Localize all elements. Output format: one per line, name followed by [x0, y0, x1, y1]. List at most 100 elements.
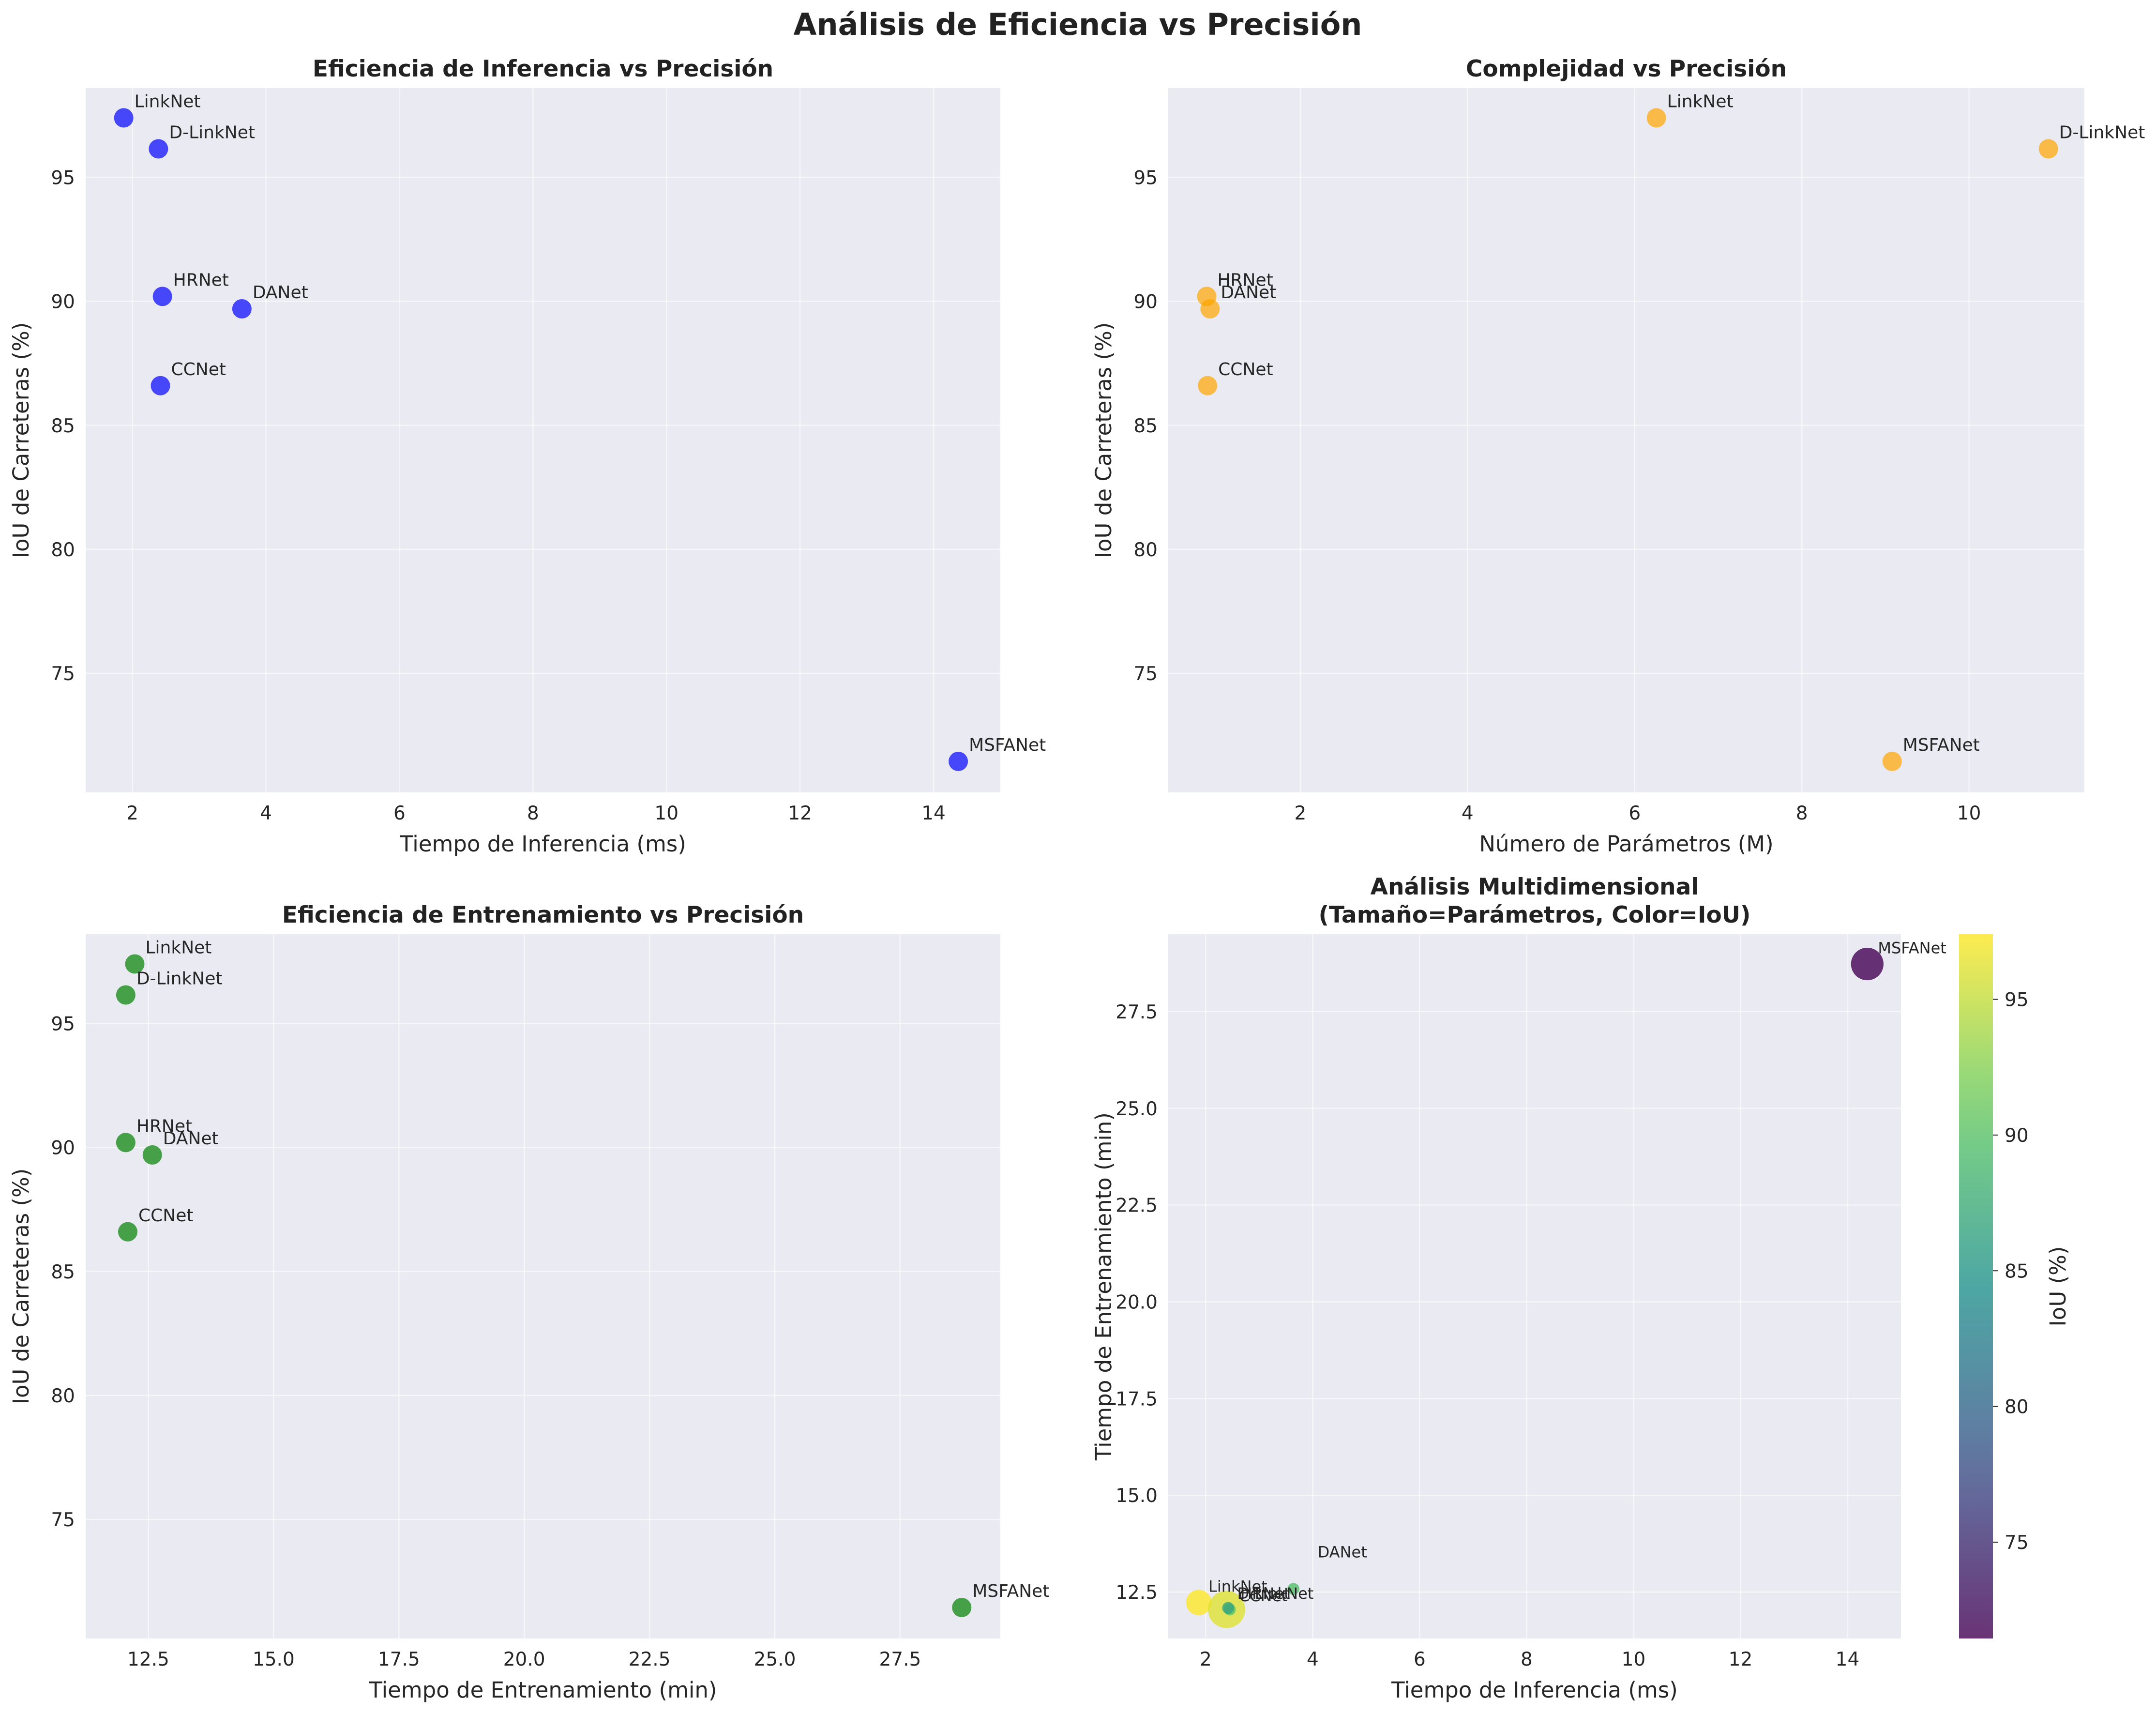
panel-2: 2 4 6 8 10 75 80 85 90 95 Número de Parámetros (M)…	[1091, 56, 2145, 857]
point-label: D-LinkNet	[1237, 1584, 1313, 1603]
y-tick-label: 85	[1133, 415, 1158, 437]
colorbar-tick-label: 90	[2005, 1125, 2029, 1147]
data-point	[2038, 139, 2058, 159]
data-point	[1646, 108, 1666, 128]
panel-background	[86, 934, 1000, 1638]
data-point	[152, 287, 172, 306]
x-tick-label: 20.0	[503, 1649, 545, 1670]
x-tick-label: 2	[126, 803, 138, 824]
panel-title: Análisis Multidimensional	[1371, 874, 1699, 900]
point-label: CCNet	[1218, 360, 1273, 379]
y-axis-label: IoU de Carreteras (%)	[8, 1168, 34, 1405]
panel-title: Eficiencia de Entrenamiento vs Precisión	[282, 902, 804, 928]
y-tick-label: 25.0	[1116, 1098, 1158, 1120]
data-point	[118, 1222, 137, 1242]
x-tick-label: 10	[654, 803, 678, 824]
y-axis-label: Tiempo de Entrenamiento (min)	[1091, 1112, 1116, 1461]
panel-3: 12.5 15.0 17.5 20.0 22.5 25.0 27.5 75 80 85 90 95 Ti…	[8, 902, 1049, 1703]
point-label: CCNet	[171, 360, 226, 379]
y-tick-label: 85	[51, 1261, 75, 1283]
point-label: D-LinkNet	[136, 969, 223, 989]
point-label: CCNet	[1239, 1587, 1288, 1605]
x-axis-label: Número de Parámetros (M)	[1479, 831, 1773, 857]
x-tick-label: 10	[1957, 803, 1981, 824]
point-label: LinkNet	[1208, 1577, 1267, 1596]
data-point	[149, 139, 168, 159]
x-tick-label: 25.0	[754, 1649, 796, 1670]
data-point	[142, 1145, 162, 1165]
point-label: HRNet	[136, 1116, 192, 1136]
x-tick-label: 2	[1200, 1649, 1212, 1670]
x-axis-label: Tiempo de Entrenamiento (min)	[369, 1677, 717, 1703]
panel-title: Complejidad vs Precisión	[1466, 56, 1787, 82]
point-label: HRNet	[173, 270, 229, 290]
point-label: DANet	[253, 283, 308, 303]
x-axis-label: Tiempo de Inferencia (ms)	[1391, 1677, 1678, 1703]
y-tick-label: 75	[51, 663, 75, 685]
x-tick-label: 4	[1462, 803, 1474, 824]
panel-background	[86, 88, 1000, 792]
x-tick-label: 6	[1414, 1649, 1426, 1670]
data-point	[1882, 751, 1902, 771]
point-label: LinkNet	[1667, 91, 1734, 111]
x-tick-label: 6	[393, 803, 406, 824]
panel-4: 2 4 6 8 10 12 14 12.5 15.0 17.5 20.0 22.5 25.0 27.5 Ti…	[1091, 874, 2071, 1703]
x-tick-label: 22.5	[629, 1649, 671, 1670]
y-tick-label: 75	[51, 1509, 75, 1531]
y-axis-label: IoU de Carreteras (%)	[1091, 322, 1116, 559]
point-label: D-LinkNet	[2059, 123, 2145, 143]
y-axis-label: IoU de Carreteras (%)	[8, 322, 34, 559]
panel-1: 2 4 6 8 10 12 14 75 80 85 90 95 Tiempo de Inferencia…	[8, 56, 1046, 857]
x-tick-label: 4	[1307, 1649, 1319, 1670]
panel-background	[1168, 88, 2084, 792]
y-tick-label: 95	[1133, 167, 1158, 189]
x-tick-label: 14	[921, 803, 946, 824]
data-point	[114, 108, 134, 128]
point-label: DANet	[1318, 1543, 1367, 1562]
y-tick-label: 90	[1133, 291, 1158, 313]
colorbar-tick-label: 85	[2005, 1260, 2029, 1282]
y-tick-label: 80	[51, 539, 75, 561]
point-label: MSFANet	[969, 735, 1046, 755]
data-point	[1222, 1602, 1235, 1614]
x-tick-label: 17.5	[378, 1649, 420, 1670]
point-label: CCNet	[138, 1206, 193, 1226]
y-tick-label: 75	[1133, 663, 1158, 685]
y-tick-label: 17.5	[1116, 1388, 1158, 1410]
panel-background	[1168, 934, 1901, 1638]
data-point	[1200, 299, 1220, 319]
y-tick-label: 12.5	[1116, 1582, 1158, 1604]
colorbar-tick-label: 95	[2005, 989, 2029, 1011]
point-label: DANet	[1221, 283, 1276, 303]
y-tick-label: 95	[51, 167, 75, 189]
x-tick-label: 27.5	[879, 1649, 921, 1670]
point-label: LinkNet	[135, 91, 201, 111]
x-tick-label: 12.5	[127, 1649, 169, 1670]
data-point	[125, 954, 145, 974]
colorbar-label: IoU (%)	[2045, 1246, 2071, 1327]
y-tick-label: 80	[1133, 539, 1158, 561]
y-tick-label: 22.5	[1116, 1195, 1158, 1217]
y-tick-label: 95	[51, 1013, 75, 1035]
x-tick-label: 14	[1836, 1649, 1860, 1670]
x-axis-label: Tiempo de Inferencia (ms)	[399, 831, 686, 857]
y-tick-label: 80	[51, 1385, 75, 1407]
plots-container: 2 4 6 8 10 12 14 75 80 85 90 95 Tiempo de Inferencia…	[8, 56, 2145, 1703]
point-label: LinkNet	[145, 938, 211, 957]
x-tick-label: 15.0	[253, 1649, 295, 1670]
colorbar	[1959, 934, 1993, 1638]
x-tick-label: 12	[788, 803, 812, 824]
panel-title: (Tamaño=Parámetros, Color=IoU)	[1319, 902, 1751, 928]
x-tick-label: 8	[1796, 803, 1808, 824]
data-point	[1851, 947, 1884, 981]
data-point	[1287, 1583, 1299, 1595]
y-tick-label: 27.5	[1116, 1001, 1158, 1023]
data-point	[949, 751, 968, 771]
y-tick-label: 90	[51, 1138, 75, 1159]
point-label: HRNet	[1240, 1584, 1290, 1603]
x-tick-label: 8	[1521, 1649, 1533, 1670]
point-label: HRNet	[1217, 270, 1273, 290]
x-tick-label: 4	[260, 803, 272, 824]
panel-title: Eficiencia de Inferencia vs Precisión	[313, 56, 773, 82]
